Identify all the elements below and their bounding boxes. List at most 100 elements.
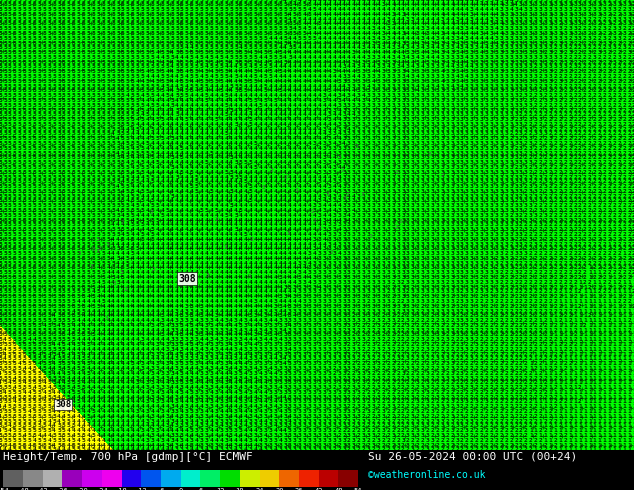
Text: 4: 4 — [264, 60, 268, 65]
Text: 2: 2 — [524, 237, 527, 242]
Text: 4: 4 — [273, 371, 277, 376]
Text: 5: 5 — [72, 2, 75, 7]
Text: 3: 3 — [460, 127, 464, 132]
Text: 4: 4 — [283, 213, 287, 218]
Text: 3: 3 — [445, 198, 449, 203]
Text: 2: 2 — [480, 309, 484, 314]
Text: 5: 5 — [96, 127, 100, 132]
Text: 3: 3 — [190, 375, 193, 381]
Text: 5: 5 — [209, 22, 213, 26]
Text: 1: 1 — [588, 275, 592, 280]
Text: 4: 4 — [165, 380, 169, 385]
Text: 3: 3 — [450, 256, 454, 261]
Text: 5: 5 — [13, 242, 16, 246]
Text: 3: 3 — [293, 371, 297, 376]
Text: 3: 3 — [548, 7, 552, 12]
Text: 3: 3 — [504, 237, 508, 242]
Text: 2: 2 — [559, 184, 562, 189]
Text: 3: 3 — [372, 150, 375, 156]
Text: 2: 2 — [489, 371, 493, 376]
Text: 4: 4 — [224, 117, 228, 122]
Text: 3: 3 — [470, 98, 474, 103]
Text: 4: 4 — [259, 93, 262, 98]
Text: 4: 4 — [470, 0, 474, 2]
Text: 4: 4 — [195, 352, 198, 357]
Text: 4: 4 — [136, 285, 139, 290]
Text: 4: 4 — [165, 69, 169, 74]
Text: 5: 5 — [121, 84, 125, 89]
Text: 4: 4 — [37, 433, 41, 438]
Text: 4: 4 — [219, 266, 223, 270]
Text: 5: 5 — [77, 50, 81, 55]
Text: 2: 2 — [559, 203, 562, 208]
Text: 5: 5 — [48, 237, 51, 242]
Text: 3: 3 — [430, 174, 434, 179]
Text: 3: 3 — [170, 418, 174, 424]
Text: 4: 4 — [342, 98, 346, 103]
Text: 3: 3 — [460, 136, 464, 141]
Text: 4: 4 — [23, 433, 27, 438]
Text: 3: 3 — [372, 141, 375, 146]
Text: 3: 3 — [436, 93, 439, 98]
Text: 4: 4 — [185, 246, 189, 251]
Text: 5: 5 — [42, 409, 46, 414]
Text: 5: 5 — [111, 170, 115, 175]
Text: 4: 4 — [229, 270, 233, 275]
Text: 3: 3 — [539, 26, 543, 31]
Text: 5: 5 — [131, 74, 134, 79]
Text: 4: 4 — [200, 266, 204, 270]
Text: 5: 5 — [121, 203, 125, 208]
Text: 2: 2 — [618, 251, 621, 256]
Text: 4: 4 — [141, 213, 145, 218]
Text: 3: 3 — [445, 237, 449, 242]
Text: 2: 2 — [391, 385, 395, 390]
Text: 5: 5 — [3, 146, 7, 151]
Text: 1: 1 — [612, 438, 616, 443]
Text: 3: 3 — [470, 165, 474, 170]
Text: 5: 5 — [52, 165, 56, 170]
Text: 3: 3 — [323, 394, 327, 400]
Text: 5: 5 — [244, 17, 248, 22]
Text: 3: 3 — [430, 270, 434, 275]
Text: 5: 5 — [195, 46, 198, 50]
Text: 2: 2 — [346, 192, 349, 196]
Text: 2: 2 — [377, 418, 380, 424]
Text: 5: 5 — [42, 46, 46, 50]
Text: 3: 3 — [352, 356, 356, 362]
Text: 3: 3 — [318, 198, 321, 203]
Text: 4: 4 — [298, 88, 302, 94]
Text: 4: 4 — [126, 361, 130, 366]
Text: 4: 4 — [219, 352, 223, 357]
Text: 2: 2 — [436, 390, 439, 395]
Text: 5: 5 — [48, 7, 51, 12]
Text: 1: 1 — [583, 371, 586, 376]
Text: 3: 3 — [332, 442, 336, 447]
Text: 5: 5 — [101, 146, 105, 151]
Text: 5: 5 — [37, 146, 41, 151]
Text: 3: 3 — [598, 0, 602, 2]
Text: 3: 3 — [430, 246, 434, 251]
Text: 4: 4 — [121, 342, 125, 347]
Text: 5: 5 — [0, 290, 2, 294]
Text: 2: 2 — [366, 337, 370, 342]
Text: 4: 4 — [170, 84, 174, 89]
Text: 5: 5 — [0, 108, 2, 113]
Text: 4: 4 — [509, 0, 513, 2]
Text: 3: 3 — [357, 155, 361, 160]
Text: 3: 3 — [495, 218, 498, 222]
Text: 3: 3 — [559, 55, 562, 60]
Text: 3: 3 — [441, 179, 444, 184]
Text: 5: 5 — [155, 36, 159, 41]
Text: 3: 3 — [234, 318, 238, 323]
Text: 4: 4 — [107, 447, 110, 452]
Text: 4: 4 — [180, 294, 184, 299]
Text: 5: 5 — [0, 313, 2, 318]
Text: 3: 3 — [224, 447, 228, 452]
Text: 5: 5 — [13, 227, 16, 232]
Text: 4: 4 — [307, 208, 311, 213]
Text: 1: 1 — [598, 309, 602, 314]
Text: 3: 3 — [195, 414, 198, 419]
Text: 3: 3 — [332, 347, 336, 352]
Text: 3: 3 — [450, 60, 454, 65]
Text: 3: 3 — [342, 203, 346, 208]
